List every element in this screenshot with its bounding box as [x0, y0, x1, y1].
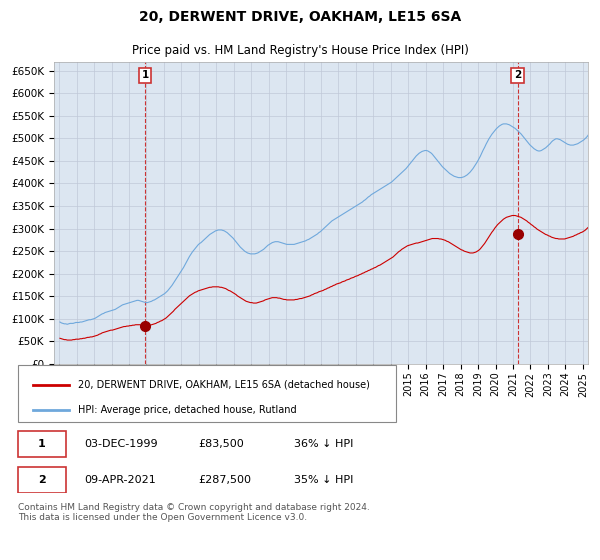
FancyBboxPatch shape [18, 365, 396, 422]
Text: 1: 1 [142, 70, 149, 80]
Text: £83,500: £83,500 [198, 439, 244, 449]
Text: 20, DERWENT DRIVE, OAKHAM, LE15 6SA (detached house): 20, DERWENT DRIVE, OAKHAM, LE15 6SA (det… [78, 380, 370, 390]
Text: HPI: Average price, detached house, Rutland: HPI: Average price, detached house, Rutl… [78, 405, 296, 416]
Text: 2: 2 [38, 475, 46, 485]
Text: 09-APR-2021: 09-APR-2021 [84, 475, 156, 485]
Text: 1: 1 [38, 439, 46, 449]
Text: 03-DEC-1999: 03-DEC-1999 [84, 439, 158, 449]
Text: 36% ↓ HPI: 36% ↓ HPI [294, 439, 353, 449]
FancyBboxPatch shape [18, 431, 66, 457]
Text: 2: 2 [514, 70, 521, 80]
FancyBboxPatch shape [18, 467, 66, 493]
Text: 35% ↓ HPI: 35% ↓ HPI [294, 475, 353, 485]
Text: Price paid vs. HM Land Registry's House Price Index (HPI): Price paid vs. HM Land Registry's House … [131, 44, 469, 57]
Text: Contains HM Land Registry data © Crown copyright and database right 2024.
This d: Contains HM Land Registry data © Crown c… [18, 503, 370, 522]
Text: £287,500: £287,500 [198, 475, 251, 485]
Text: 20, DERWENT DRIVE, OAKHAM, LE15 6SA: 20, DERWENT DRIVE, OAKHAM, LE15 6SA [139, 10, 461, 24]
